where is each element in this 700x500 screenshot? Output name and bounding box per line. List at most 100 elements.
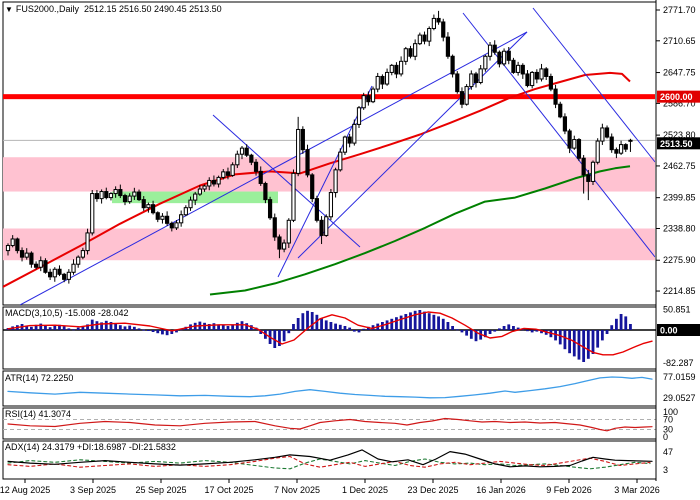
- candle-body: [614, 149, 619, 154]
- macd-bar: [306, 310, 309, 330]
- macd-bar: [488, 330, 492, 334]
- adx-line: [7, 449, 653, 468]
- candle-body: [558, 103, 563, 118]
- candle-body: [179, 214, 184, 224]
- candle-body: [230, 164, 235, 176]
- candle-body: [370, 88, 376, 103]
- macd-bar: [137, 328, 141, 330]
- atr-axis-label: 29.0527: [663, 393, 696, 403]
- candle-body: [207, 179, 212, 187]
- macd-bar: [427, 313, 431, 330]
- pink-zone: [3, 157, 655, 192]
- candle-body: [24, 252, 29, 258]
- time-axis-label: 9 Feb 2026: [546, 485, 592, 495]
- price-axis-label: 2214.85: [663, 286, 696, 296]
- candle-body: [441, 21, 446, 38]
- time-axis-label: 7 Nov 2025: [274, 485, 320, 495]
- macd-bar: [58, 324, 61, 330]
- candle-body: [160, 215, 165, 220]
- candle-body: [216, 176, 221, 185]
- macd-bar: [170, 330, 174, 334]
- candle-body: [263, 182, 268, 201]
- time-axis-label: 16 Jan 2026: [476, 485, 526, 495]
- rsi-axis-label: 0: [663, 432, 668, 442]
- macd-bar: [455, 329, 459, 331]
- rsi-line: [7, 417, 653, 432]
- macd-bar: [44, 325, 47, 330]
- macd-bar: [86, 324, 89, 330]
- price-axis-label: 2586.70: [663, 98, 696, 108]
- macd-bar: [128, 325, 132, 330]
- macd-bar: [596, 330, 600, 348]
- macd-bar: [474, 330, 478, 342]
- candle-body: [604, 127, 610, 138]
- candle-body: [525, 73, 530, 87]
- macd-bar: [67, 328, 71, 330]
- trendline-2: [212, 114, 361, 248]
- adx-pane-label: ADX(14) 24.3179 +DI:18.6987 -DI:21.5832: [5, 442, 176, 452]
- macd-bar: [287, 330, 291, 334]
- candle-body: [516, 64, 521, 73]
- candle-body: [366, 95, 371, 103]
- current-price-badge-bg: [657, 137, 700, 150]
- atr-line: [7, 376, 653, 399]
- macd-bar: [619, 314, 623, 330]
- candle-body: [310, 174, 315, 200]
- candle-body: [132, 191, 137, 197]
- price-axis-label: 2275.90: [663, 255, 696, 265]
- price-axis-label: 2399.85: [663, 193, 696, 203]
- macd-bar: [451, 326, 454, 330]
- price-axis-label: 2771.70: [663, 5, 696, 15]
- macd-bar: [418, 310, 422, 330]
- macd-bar: [558, 330, 562, 345]
- adx-axis-label: 47: [663, 447, 673, 457]
- macd-bar: [366, 326, 370, 330]
- candle-body: [361, 95, 366, 109]
- atr-pane-label: ATR(14) 72.2250: [5, 373, 74, 383]
- macd-bar: [320, 318, 323, 330]
- candle-body: [291, 172, 296, 221]
- candle-body: [253, 161, 259, 172]
- candle-body: [122, 195, 128, 203]
- rsi-pane-label: RSI(14) 41.3074: [5, 409, 72, 419]
- candle-body: [5, 245, 11, 252]
- macd-bar: [512, 326, 515, 330]
- main-chart-surface[interactable]: [0, 7, 656, 305]
- macd-bar: [582, 330, 586, 362]
- macd-bar: [390, 318, 394, 330]
- candle-body: [113, 189, 118, 195]
- candle-body: [193, 193, 198, 201]
- candle-body: [399, 60, 404, 75]
- macd-bar: [605, 330, 609, 334]
- candle-body: [417, 34, 422, 45]
- candle-body: [436, 17, 441, 23]
- macd-bar: [357, 330, 361, 333]
- candle-body: [202, 185, 207, 190]
- macd-bar: [404, 314, 408, 330]
- candle-body: [314, 198, 319, 221]
- macd-bar: [329, 322, 333, 330]
- macd-bar: [586, 330, 590, 359]
- candle-body: [562, 116, 568, 132]
- macd-bar: [123, 326, 127, 330]
- resistance-price-badge: 2600.00: [660, 92, 693, 102]
- macd-bar: [521, 329, 525, 331]
- candle-body: [305, 149, 310, 176]
- candle-body: [286, 219, 291, 244]
- macd-bar: [348, 327, 352, 330]
- macd-bar: [132, 326, 136, 330]
- macd-bar: [315, 314, 319, 330]
- macd-bar: [399, 315, 403, 330]
- candle-body: [188, 199, 193, 209]
- macd-bar: [610, 325, 614, 330]
- candle-body: [459, 91, 465, 105]
- candle-body: [267, 199, 273, 219]
- macd-bar: [465, 330, 469, 336]
- candle-body: [225, 171, 231, 176]
- macd-bar: [109, 322, 113, 330]
- rsi-axis-label: 30: [663, 425, 673, 435]
- macd-bar: [540, 330, 543, 334]
- candle-body: [249, 154, 254, 163]
- candle-body: [567, 130, 572, 149]
